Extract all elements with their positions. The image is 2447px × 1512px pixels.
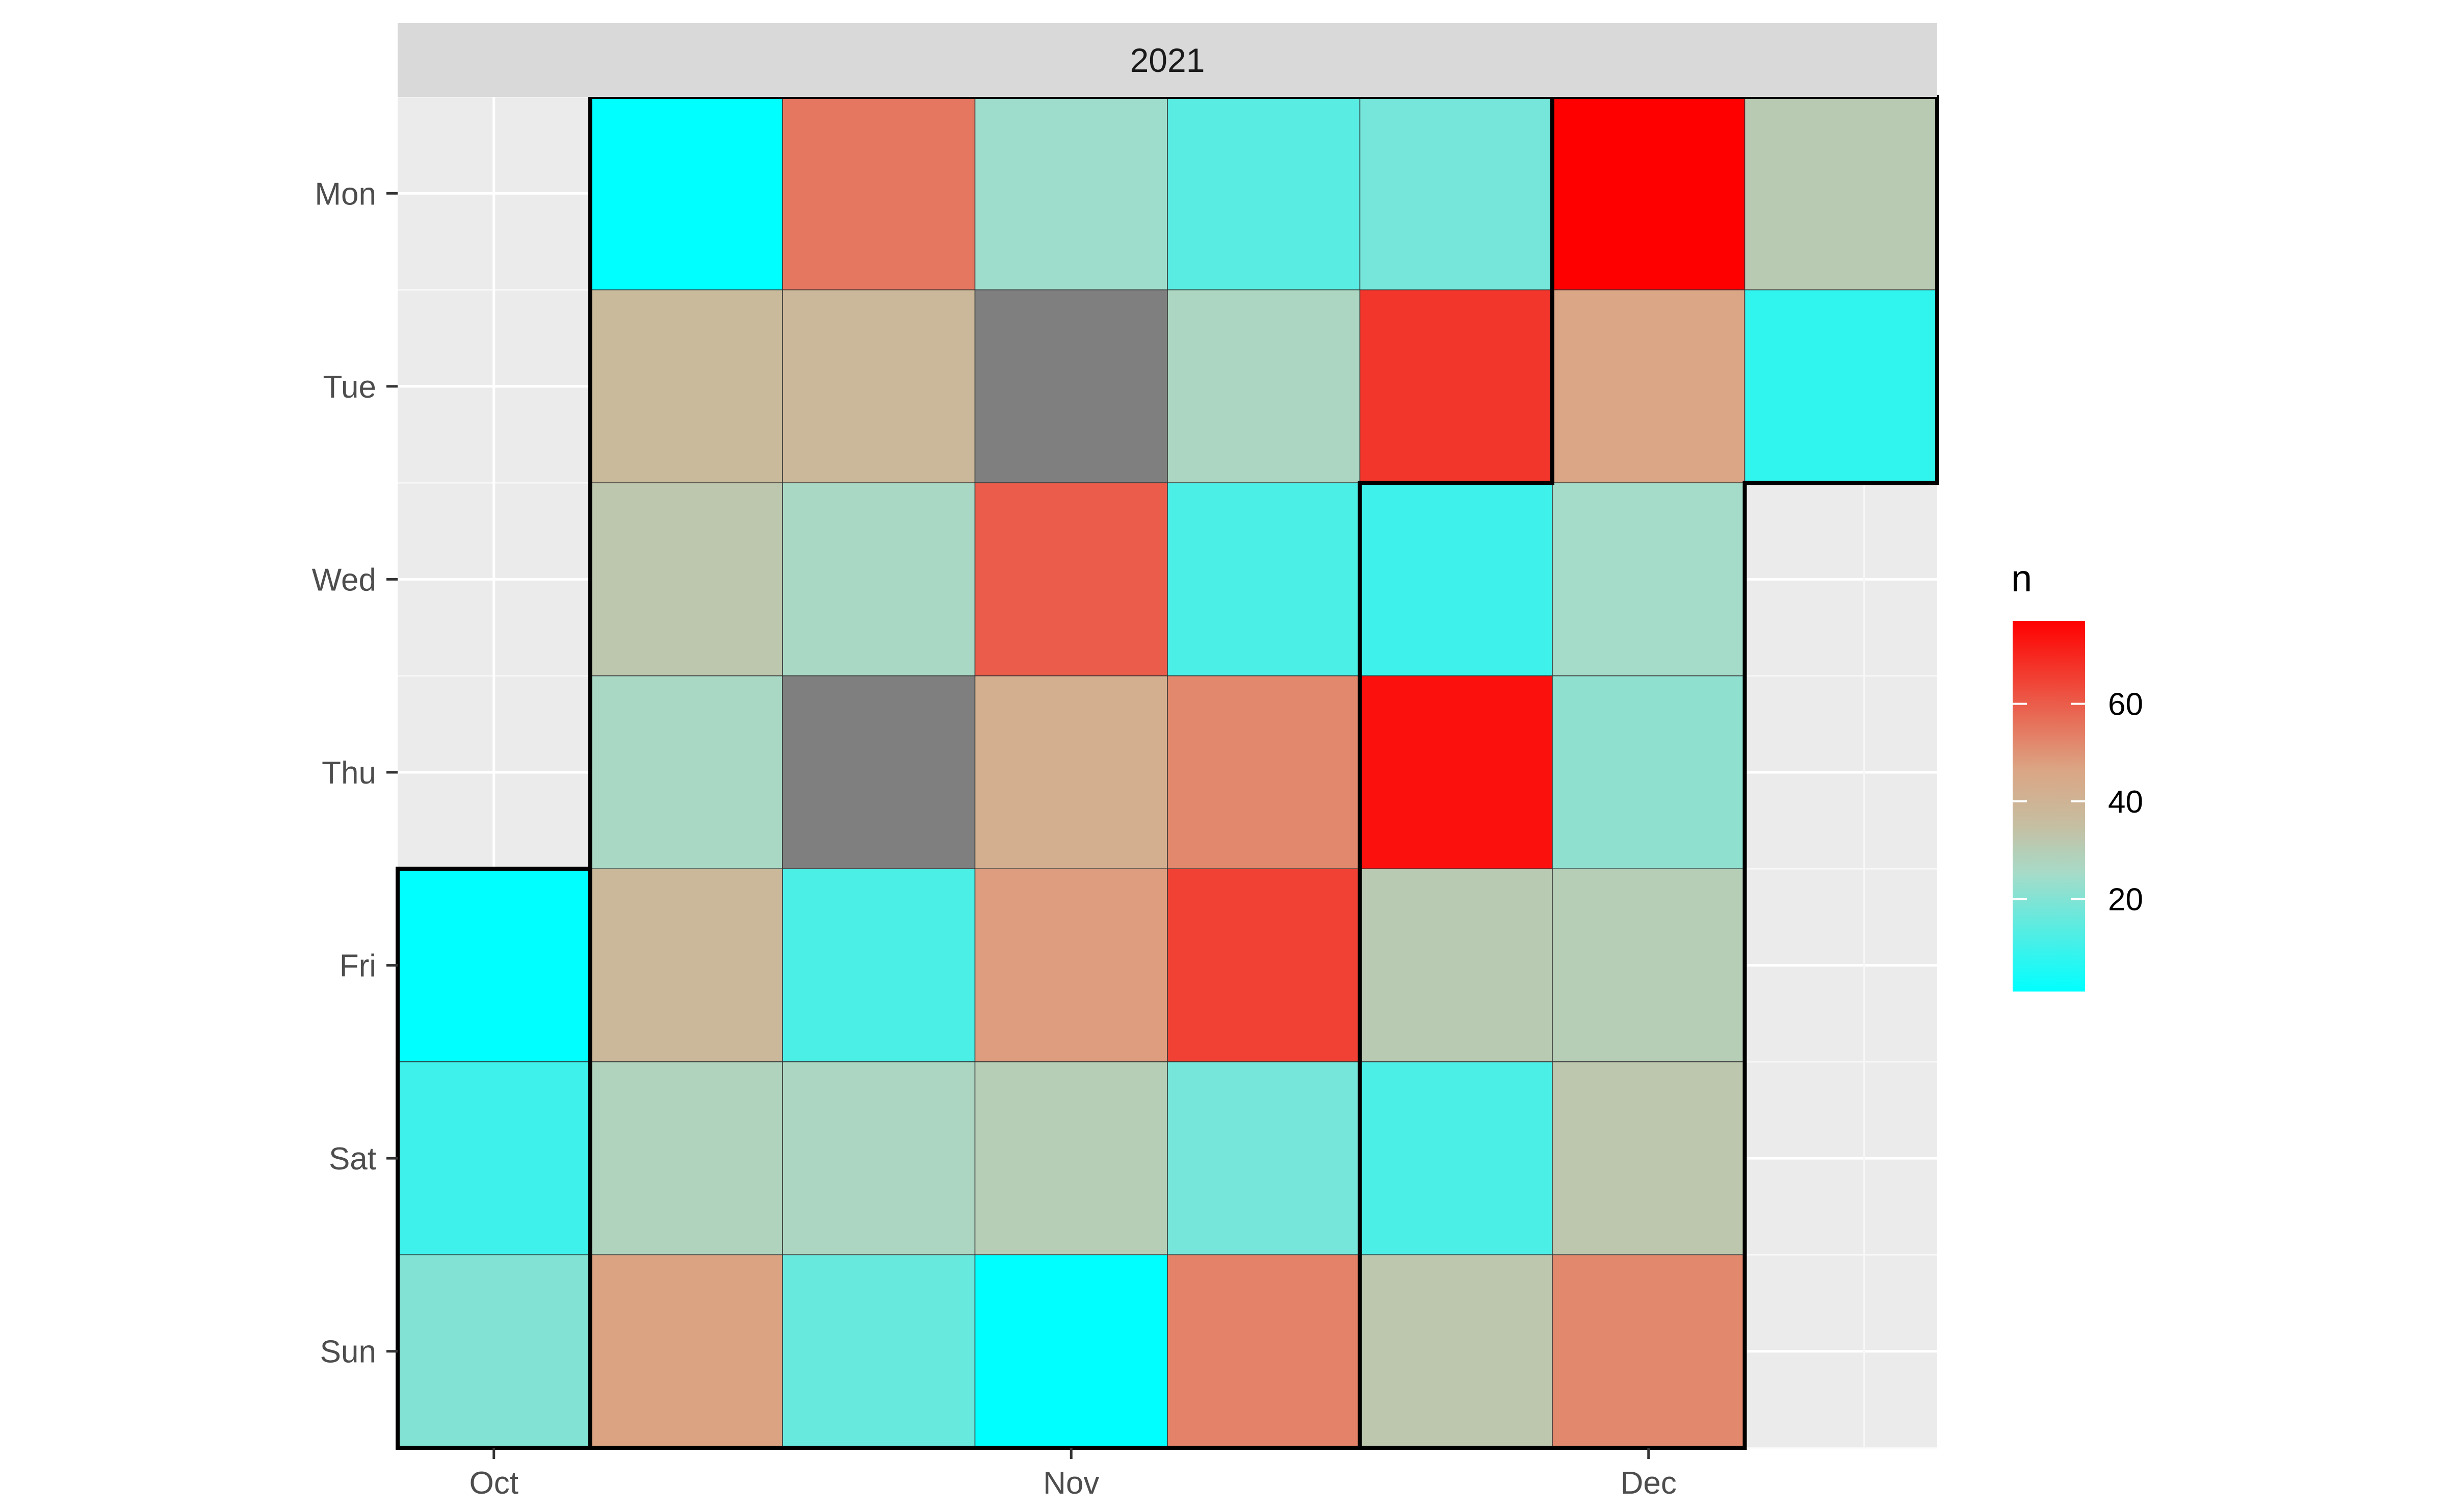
heatmap-cell bbox=[1552, 1061, 1746, 1256]
x-tick-label: Nov bbox=[1043, 1466, 1099, 1501]
color-legend: n 20 40 60 bbox=[2011, 557, 2143, 992]
heatmap-cell bbox=[1744, 289, 1938, 483]
heatmap-cell bbox=[1552, 289, 1746, 483]
heatmap-cell bbox=[1167, 1061, 1361, 1256]
facet-strip bbox=[398, 23, 1937, 97]
heatmap-cell bbox=[1552, 96, 1746, 291]
heatmap-cell bbox=[1359, 1254, 1553, 1448]
x-axis: Oct Nov Dec bbox=[470, 1448, 1677, 1501]
heatmap-cell bbox=[1167, 868, 1361, 1062]
heatmap-cell bbox=[782, 482, 976, 676]
heatmap-cell bbox=[974, 289, 1168, 483]
x-tick-label: Dec bbox=[1621, 1466, 1677, 1501]
heatmap-cell bbox=[1552, 482, 1746, 676]
y-tick-label: Thu bbox=[322, 755, 376, 791]
heatmap-cells bbox=[397, 96, 1938, 1448]
heatmap-cell bbox=[782, 289, 976, 483]
heatmap-cell bbox=[782, 96, 976, 291]
heatmap-cell bbox=[397, 1254, 591, 1448]
heatmap-cell bbox=[589, 96, 783, 291]
legend-ticks: 20 40 60 bbox=[2013, 687, 2143, 917]
heatmap-cell bbox=[1552, 868, 1746, 1062]
legend-colorbar bbox=[2013, 621, 2085, 992]
y-tick-label: Sat bbox=[329, 1141, 376, 1177]
heatmap-cell bbox=[782, 868, 976, 1062]
heatmap-cell bbox=[1167, 482, 1361, 676]
heatmap-cell bbox=[589, 868, 783, 1062]
heatmap-cell bbox=[974, 482, 1168, 676]
legend-tick-label: 20 bbox=[2108, 882, 2143, 917]
heatmap-cell bbox=[1167, 675, 1361, 870]
heatmap-cell bbox=[1744, 96, 1938, 291]
heatmap-cell bbox=[782, 1254, 976, 1448]
heatmap-cell bbox=[397, 868, 591, 1062]
heatmap-cell bbox=[1552, 675, 1746, 870]
heatmap-cell bbox=[974, 868, 1168, 1062]
heatmap-cell bbox=[1359, 482, 1553, 676]
heatmap-cell bbox=[974, 1254, 1168, 1448]
heatmap-cell bbox=[589, 1254, 783, 1448]
facet-strip-label: 2021 bbox=[1130, 41, 1205, 79]
heatmap-cell bbox=[974, 1061, 1168, 1256]
heatmap-cell bbox=[1359, 96, 1553, 291]
legend-tick-label: 40 bbox=[2108, 785, 2143, 820]
heatmap-cell bbox=[974, 96, 1168, 291]
y-tick-label: Tue bbox=[323, 370, 376, 405]
heatmap-cell bbox=[1359, 289, 1553, 483]
heatmap-cell bbox=[589, 289, 783, 483]
legend-tick-label: 60 bbox=[2108, 687, 2143, 722]
heatmap-cell bbox=[782, 1061, 976, 1256]
y-tick-label: Fri bbox=[340, 949, 376, 984]
y-tick-label: Mon bbox=[315, 176, 376, 212]
heatmap-cell bbox=[1552, 1254, 1746, 1448]
x-tick-label: Oct bbox=[470, 1466, 518, 1501]
heatmap-cell bbox=[589, 675, 783, 870]
heatmap-cell bbox=[397, 1061, 591, 1256]
heatmap-cell bbox=[1167, 1254, 1361, 1448]
heatmap-cell bbox=[782, 675, 976, 870]
heatmap-cell bbox=[1167, 96, 1361, 291]
heatmap-cell bbox=[1359, 675, 1553, 870]
heatmap-cell bbox=[1167, 289, 1361, 483]
heatmap-cell bbox=[1359, 868, 1553, 1062]
y-tick-label: Wed bbox=[312, 562, 376, 597]
heatmap-cell bbox=[589, 1061, 783, 1256]
heatmap-cell bbox=[1359, 1061, 1553, 1256]
heatmap-cell bbox=[974, 675, 1168, 870]
legend-title: n bbox=[2011, 557, 2032, 599]
heatmap-cell bbox=[589, 482, 783, 676]
y-axis: Mon Tue Wed Thu Fri Sat Sun bbox=[312, 176, 398, 1370]
y-tick-label: Sun bbox=[320, 1335, 376, 1370]
